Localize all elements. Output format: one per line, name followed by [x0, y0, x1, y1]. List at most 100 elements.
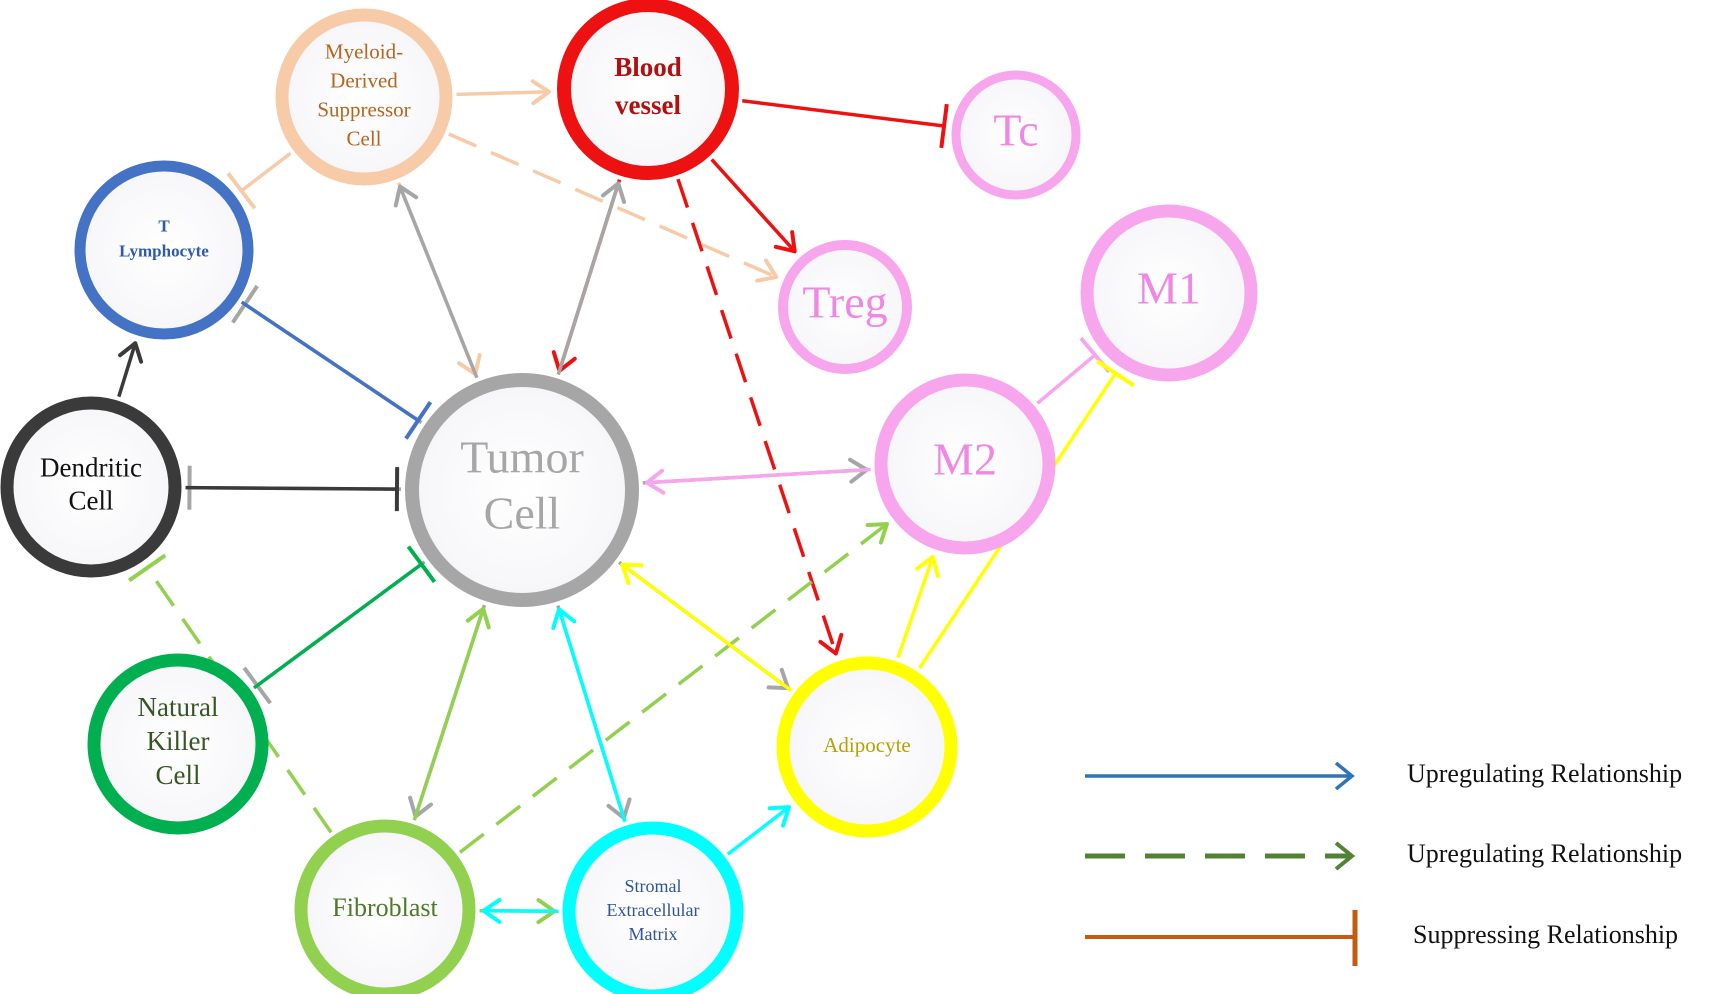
arrowhead [644, 468, 666, 495]
arrowhead [620, 562, 644, 586]
cell-label-line: Dendritic [40, 453, 142, 483]
cell-label-line: vessel [615, 90, 681, 120]
cell-circle [951, 70, 1081, 200]
arrowhead [915, 555, 940, 578]
arrowhead [601, 181, 627, 205]
edge-blood_vessel-to-adipocyte [676, 178, 844, 656]
cell-label-line: Cell [156, 760, 201, 790]
inhibition-bar [1096, 359, 1135, 388]
edge-dendritic_cell-to-t_lymphocyte [117, 341, 144, 398]
legend-label-upregulating-dashed: Upregulating Relationship [1407, 839, 1682, 868]
edge-tumor_cell-to-blood_vessel [556, 181, 627, 376]
cell-label-line: Lymphocyte [119, 241, 209, 260]
cell-circle [74, 160, 254, 340]
inhibition-bar [128, 553, 167, 583]
edge-adipocyte-to-m2 [896, 555, 940, 659]
cell-label-line: Cell [347, 126, 382, 150]
cell-nodes: Myeloid- Derived Suppressor Cell Blood vessel… [0, 0, 1258, 994]
cell-label-line: Suppressor [317, 97, 410, 121]
edge-mdsc-to-blood_vessel [456, 79, 552, 106]
edge-mdsc-to-treg [448, 132, 779, 283]
cell-label-line: Blood [614, 52, 682, 82]
cell-circle [562, 821, 744, 994]
arrowhead [773, 230, 797, 254]
edge-natural_killer_cell-to-tumor_cell [252, 545, 437, 690]
cell-label-line: Derived [330, 68, 398, 92]
arrowhead [393, 184, 419, 208]
edge-m2-to-m1 [1036, 336, 1111, 405]
cell-circle [405, 373, 639, 607]
node-mdsc: Myeloid- Derived Suppressor Cell [275, 8, 453, 186]
inhibition-bar [939, 103, 949, 149]
relationship-edges [117, 79, 1135, 925]
node-adipocyte: Adipocyte [776, 656, 958, 838]
inhibition-bar [404, 401, 433, 440]
cell-label-line: Cell [484, 488, 561, 539]
arrowhead [118, 341, 144, 364]
cell-label-line: Tc [993, 105, 1038, 156]
node-m2: M2 [874, 373, 1056, 555]
node-t-lymphocyte: T Lymphocyte [74, 160, 254, 340]
node-treg: Treg [778, 240, 912, 374]
node-m1: M1 [1080, 204, 1258, 382]
cell-circle [1080, 204, 1258, 382]
cell-circle [275, 8, 453, 186]
edge-fibroblast-to-m2 [458, 522, 889, 854]
inhibition-bar [406, 545, 437, 584]
edge-stromal_ecm-to-tumor_cell [551, 607, 627, 823]
edge-adipocyte-to-tumor_cell [620, 562, 793, 692]
cell-label-line: Tumor [460, 432, 584, 483]
edge-dendritic_cell-to-tumor_cell [185, 467, 400, 512]
cell-label-line: Matrix [629, 924, 678, 944]
edge-stromal_ecm-to-adipocyte [726, 805, 791, 856]
legend: Upregulating Relationship Upregulating R… [1085, 759, 1682, 966]
edge-stromal_ecm-to-fibroblast [481, 897, 559, 924]
cell-label-line: Fibroblast [332, 893, 438, 922]
edge-blood_vessel-to-treg [710, 158, 797, 254]
arrowhead [465, 606, 491, 630]
cell-label-line: Stromal [625, 876, 682, 896]
cell-circle [557, 0, 739, 180]
legend-item-upregulating-dashed: Upregulating Relationship [1085, 839, 1682, 871]
legend-label-suppressing: Suppressing Relationship [1413, 920, 1678, 949]
cell-circle [776, 656, 958, 838]
node-blood-vessel: Blood vessel [557, 0, 739, 180]
arrowhead [755, 258, 779, 283]
cell-circle [874, 373, 1056, 555]
cell-label-line: M2 [933, 434, 997, 485]
cell-circle [0, 396, 182, 578]
node-stromal-ecm: Stromal Extracellular Matrix [562, 821, 744, 994]
arrowhead [551, 607, 577, 630]
cell-label-line: Killer [147, 726, 210, 756]
cell-label-line: Extracellular [607, 900, 700, 920]
arrowhead [767, 805, 791, 828]
cell-circle [778, 240, 912, 374]
node-fibroblast: Fibroblast [294, 819, 476, 994]
legend-item-upregulating-solid: Upregulating Relationship [1085, 759, 1682, 791]
arrowhead [530, 79, 552, 106]
cell-label-line: Treg [802, 277, 887, 328]
node-tc: Tc [951, 70, 1081, 200]
edge-tumor_cell-to-mdsc [393, 184, 479, 379]
edge-t_lymphocyte-to-tumor_cell [240, 300, 433, 440]
edge-mdsc-to-t_lymphocyte [226, 151, 292, 210]
cell-circle [294, 819, 476, 994]
arrowhead [818, 632, 844, 656]
arrowhead [865, 522, 889, 545]
edge-blood_vessel-to-tc [742, 99, 949, 149]
edge-m2-to-tumor_cell [644, 467, 871, 495]
cell-label-line: Myeloid- [325, 39, 403, 63]
inhibition-bar [226, 172, 257, 210]
node-natural-killer-cell: Natural Killer Cell [87, 653, 269, 835]
legend-label-upregulating-solid: Upregulating Relationship [1407, 759, 1682, 788]
cell-label-line: Cell [69, 486, 114, 516]
cell-label-line: T [158, 216, 170, 235]
arrowhead [481, 897, 502, 924]
cell-label-line: Natural [138, 692, 219, 722]
edge-fibroblast-to-tumor_cell [412, 606, 491, 821]
cell-circle [87, 653, 269, 835]
cell-label-line: Adipocyte [823, 733, 910, 757]
